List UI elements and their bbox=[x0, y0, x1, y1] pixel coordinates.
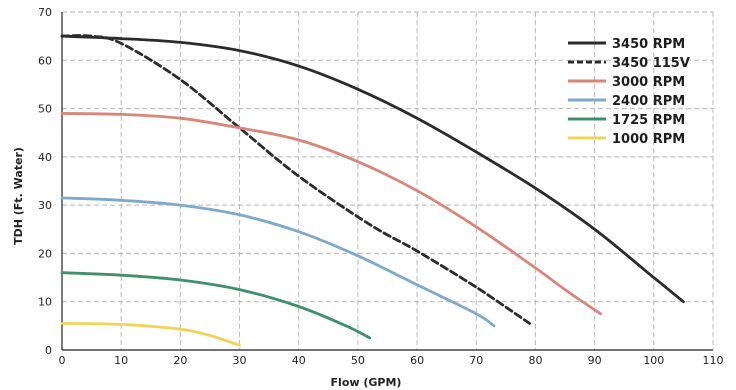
series-line-3 bbox=[60, 196, 496, 328]
y-tick-label: 30 bbox=[38, 199, 52, 212]
series-line-1 bbox=[60, 34, 531, 325]
series-line-4 bbox=[60, 271, 372, 340]
y-tick-label: 20 bbox=[38, 247, 52, 260]
y-tick-labels: 0 10 20 30 40 50 60 70 bbox=[38, 6, 52, 357]
x-tick-label: 40 bbox=[292, 354, 306, 367]
legend-label: 3000 RPM bbox=[612, 75, 685, 90]
legend-label: 1000 RPM bbox=[612, 132, 685, 147]
legend-label: 1725 RPM bbox=[612, 113, 685, 128]
x-tick-label: 50 bbox=[351, 354, 365, 367]
x-tick-label: 100 bbox=[643, 354, 664, 367]
y-tick-label: 60 bbox=[38, 54, 52, 67]
legend: 3450 RPM 3450 115V 3000 RPM 2400 RPM 1725 RP… bbox=[568, 37, 690, 147]
y-tick-label: 50 bbox=[38, 103, 52, 116]
y-axis-label: TDH (Ft. Water) bbox=[12, 147, 25, 245]
x-tick-label: 60 bbox=[410, 354, 424, 367]
x-tick-label: 20 bbox=[173, 354, 187, 367]
series-lines bbox=[60, 34, 685, 347]
series-line-5 bbox=[60, 322, 241, 347]
x-tick-label: 80 bbox=[528, 354, 542, 367]
axes bbox=[61, 12, 713, 351]
x-tick-label: 110 bbox=[703, 354, 724, 367]
x-axis-label: Flow (GPM) bbox=[331, 376, 402, 389]
y-tick-label: 10 bbox=[38, 296, 52, 309]
legend-label: 2400 RPM bbox=[612, 94, 685, 109]
series-line-2 bbox=[60, 112, 602, 316]
x-tick-label: 0 bbox=[59, 354, 66, 367]
y-tick-label: 70 bbox=[38, 6, 52, 19]
legend-label: 3450 115V bbox=[612, 56, 690, 71]
y-tick-label: 0 bbox=[45, 344, 52, 357]
legend-label: 3450 RPM bbox=[612, 37, 685, 52]
x-tick-label: 70 bbox=[469, 354, 483, 367]
y-tick-label: 40 bbox=[38, 151, 52, 164]
x-tick-labels: 0 10 20 30 40 50 60 70 80 90 100 110 bbox=[59, 354, 724, 367]
x-tick-label: 90 bbox=[588, 354, 602, 367]
x-tick-label: 10 bbox=[114, 354, 128, 367]
series-line-0 bbox=[60, 34, 685, 304]
x-tick-label: 30 bbox=[233, 354, 247, 367]
